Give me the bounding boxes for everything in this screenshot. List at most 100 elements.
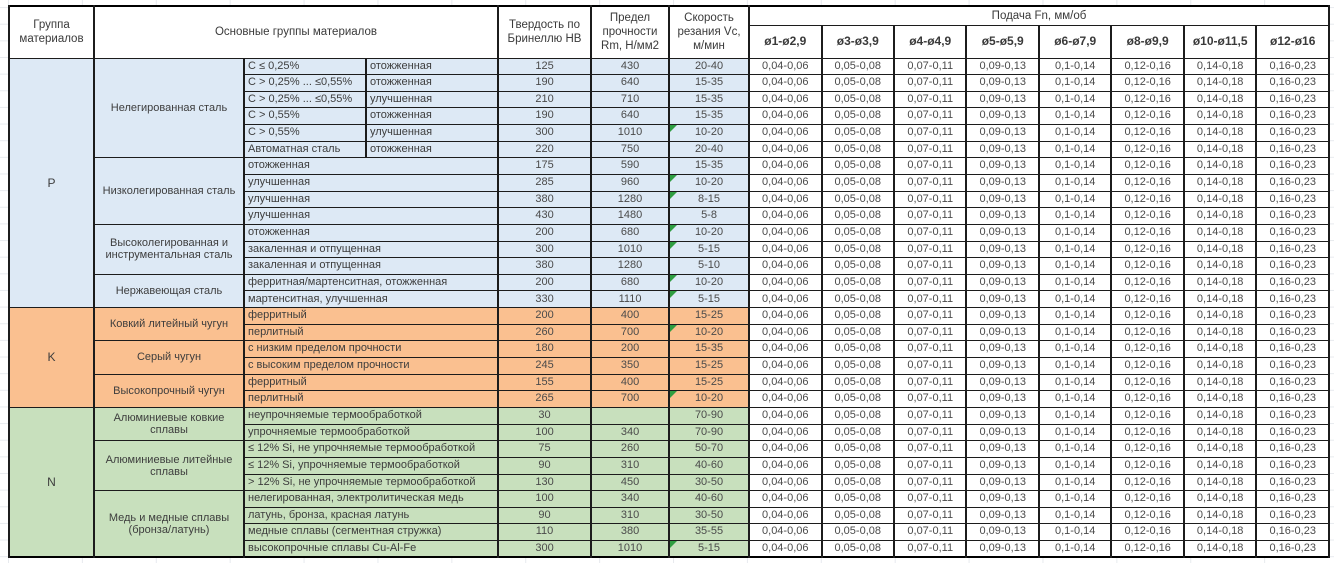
feed-cell[interactable]: 0,09-0,13 — [965, 207, 1040, 225]
feed-cell[interactable]: 0,04-0,06 — [748, 373, 823, 392]
cutting-speed-cell[interactable]: 15-35 — [668, 107, 751, 126]
state-cell[interactable]: закаленная и отпущенная — [242, 240, 500, 259]
feed-cell[interactable]: 0,16-0,23 — [1255, 290, 1330, 309]
hardness-cell[interactable]: 300 — [497, 124, 593, 142]
feed-cell[interactable]: 0,05-0,08 — [820, 157, 895, 175]
feed-cell[interactable]: 0,16-0,23 — [1255, 323, 1330, 342]
material-family-cell[interactable]: Низколегированная сталь — [93, 157, 245, 225]
feed-cell[interactable]: 0,07-0,11 — [892, 124, 968, 142]
feed-cell[interactable]: 0,04-0,06 — [748, 406, 823, 425]
tensile-strength-cell[interactable]: 640 — [590, 74, 671, 92]
feed-cell[interactable]: 0,1-0,14 — [1037, 57, 1113, 76]
feed-cell[interactable]: 0,16-0,23 — [1255, 456, 1330, 475]
feed-cell[interactable]: 0,07-0,11 — [892, 173, 968, 192]
tensile-strength-cell[interactable]: 450 — [590, 473, 671, 492]
feed-cell[interactable]: 0,07-0,11 — [892, 440, 968, 458]
material-family-cell[interactable]: Алюминиевые литейные сплавы — [93, 440, 245, 492]
feed-cell[interactable]: 0,04-0,06 — [748, 307, 823, 325]
feed-cell[interactable]: 0,1-0,14 — [1037, 107, 1113, 126]
feed-cell[interactable]: 0,04-0,06 — [748, 90, 823, 109]
feed-cell[interactable]: 0,04-0,06 — [748, 57, 823, 76]
tensile-strength-cell[interactable]: 1010 — [590, 540, 671, 558]
feed-cell[interactable]: 0,1-0,14 — [1037, 273, 1113, 292]
feed-cell[interactable]: 0,04-0,06 — [748, 440, 823, 458]
feed-cell[interactable]: 0,09-0,13 — [965, 257, 1040, 275]
cutting-speed-cell[interactable]: 15-35 — [668, 340, 751, 359]
feed-cell[interactable]: 0,07-0,11 — [892, 307, 968, 325]
feed-cell[interactable]: 0,04-0,06 — [748, 423, 823, 442]
state-cell[interactable]: ферритный — [242, 373, 500, 392]
state-cell[interactable]: ≤ 12% Si, упрочняемые термообработкой — [242, 456, 500, 475]
feed-cell[interactable]: 0,09-0,13 — [965, 290, 1040, 309]
feed-cell[interactable]: 0,14-0,18 — [1182, 290, 1258, 309]
feed-cell[interactable]: 0,07-0,11 — [892, 90, 968, 109]
feed-cell[interactable]: 0,14-0,18 — [1182, 223, 1258, 242]
feed-cell[interactable]: 0,1-0,14 — [1037, 223, 1113, 242]
feed-cell[interactable]: 0,05-0,08 — [820, 490, 895, 508]
feed-cell[interactable]: 0,12-0,16 — [1110, 490, 1185, 508]
header-material-group[interactable]: Группа материалов — [8, 5, 95, 59]
cutting-speed-cell[interactable]: 10-20 — [668, 223, 751, 242]
feed-cell[interactable]: 0,12-0,16 — [1110, 240, 1185, 259]
state-cell[interactable]: перлитный — [242, 323, 500, 342]
feed-cell[interactable]: 0,1-0,14 — [1037, 490, 1113, 508]
feed-cell[interactable]: 0,14-0,18 — [1182, 240, 1258, 259]
feed-cell[interactable]: 0,09-0,13 — [965, 440, 1040, 458]
feed-cell[interactable]: 0,04-0,06 — [748, 74, 823, 92]
feed-cell[interactable]: 0,05-0,08 — [820, 74, 895, 92]
feed-cell[interactable]: 0,05-0,08 — [820, 390, 895, 408]
feed-cell[interactable]: 0,04-0,06 — [748, 523, 823, 542]
header-feed-d10[interactable]: ø10-ø11,5 — [1182, 24, 1258, 59]
feed-cell[interactable]: 0,05-0,08 — [820, 273, 895, 292]
tensile-strength-cell[interactable]: 700 — [590, 390, 671, 408]
tensile-strength-cell[interactable] — [590, 406, 671, 425]
state-cell[interactable]: улучшенная — [242, 207, 500, 225]
feed-cell[interactable]: 0,16-0,23 — [1255, 107, 1330, 126]
cutting-speed-cell[interactable]: 40-60 — [668, 456, 751, 475]
feed-cell[interactable]: 0,12-0,16 — [1110, 257, 1185, 275]
hardness-cell[interactable]: 180 — [497, 340, 593, 359]
hardness-cell[interactable]: 300 — [497, 240, 593, 259]
feed-cell[interactable]: 0,05-0,08 — [820, 440, 895, 458]
feed-cell[interactable]: 0,1-0,14 — [1037, 440, 1113, 458]
cutting-speed-cell[interactable]: 70-90 — [668, 423, 751, 442]
hardness-cell[interactable]: 190 — [497, 107, 593, 126]
feed-cell[interactable]: 0,09-0,13 — [965, 307, 1040, 325]
feed-cell[interactable]: 0,1-0,14 — [1037, 140, 1113, 159]
tensile-strength-cell[interactable]: 1110 — [590, 290, 671, 309]
feed-cell[interactable]: 0,14-0,18 — [1182, 74, 1258, 92]
condition-cell[interactable]: C ≤ 0,25% — [243, 57, 367, 76]
feed-cell[interactable]: 0,05-0,08 — [820, 323, 895, 342]
feed-cell[interactable]: 0,16-0,23 — [1255, 273, 1330, 292]
feed-cell[interactable]: 0,14-0,18 — [1182, 273, 1258, 292]
tensile-strength-cell[interactable]: 400 — [590, 307, 671, 325]
feed-cell[interactable]: 0,05-0,08 — [820, 223, 895, 242]
state-cell[interactable]: отожженная — [364, 57, 500, 76]
feed-cell[interactable]: 0,09-0,13 — [965, 90, 1040, 109]
feed-cell[interactable]: 0,14-0,18 — [1182, 423, 1258, 442]
hardness-cell[interactable]: 100 — [497, 423, 593, 442]
feed-cell[interactable]: 0,16-0,23 — [1255, 390, 1330, 408]
tensile-strength-cell[interactable]: 310 — [590, 506, 671, 525]
hardness-cell[interactable]: 210 — [497, 90, 593, 109]
feed-cell[interactable]: 0,07-0,11 — [892, 390, 968, 408]
feed-cell[interactable]: 0,04-0,06 — [748, 490, 823, 508]
condition-cell[interactable]: C > 0,25% ... ≤0,55% — [243, 90, 367, 109]
feed-cell[interactable]: 0,12-0,16 — [1110, 273, 1185, 292]
feed-cell[interactable]: 0,12-0,16 — [1110, 74, 1185, 92]
feed-cell[interactable]: 0,05-0,08 — [820, 373, 895, 392]
state-cell[interactable]: улучшенная — [364, 124, 500, 142]
tensile-strength-cell[interactable]: 430 — [590, 57, 671, 76]
feed-cell[interactable]: 0,04-0,06 — [748, 157, 823, 175]
hardness-cell[interactable]: 200 — [497, 223, 593, 242]
state-cell[interactable]: отожженная — [242, 223, 500, 242]
feed-cell[interactable]: 0,05-0,08 — [820, 473, 895, 492]
feed-cell[interactable]: 0,07-0,11 — [892, 323, 968, 342]
cutting-speed-cell[interactable]: 15-35 — [668, 90, 751, 109]
feed-cell[interactable]: 0,1-0,14 — [1037, 74, 1113, 92]
feed-cell[interactable]: 0,14-0,18 — [1182, 406, 1258, 425]
feed-cell[interactable]: 0,12-0,16 — [1110, 107, 1185, 126]
feed-cell[interactable]: 0,07-0,11 — [892, 157, 968, 175]
feed-cell[interactable]: 0,05-0,08 — [820, 257, 895, 275]
header-feed-d4[interactable]: ø4-ø4,9 — [892, 24, 968, 59]
